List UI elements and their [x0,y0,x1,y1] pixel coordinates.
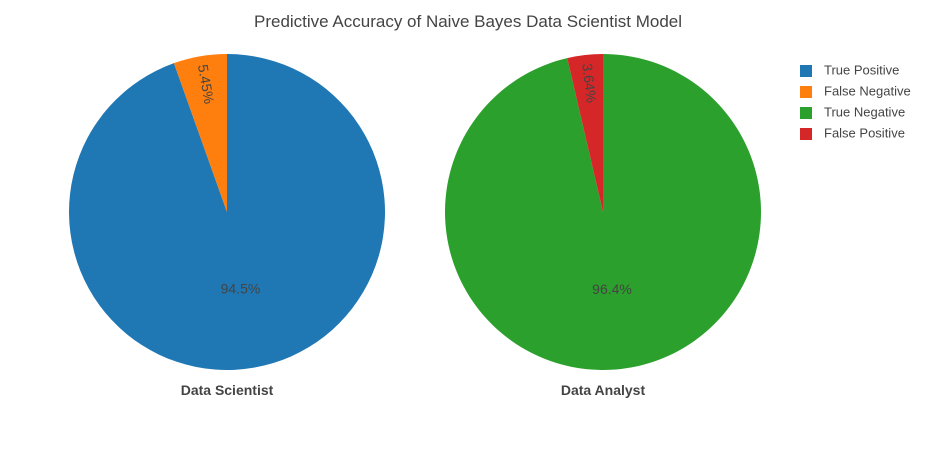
pie-title: Data Analyst [561,382,646,398]
pie-slice-false-positive[interactable] [567,54,603,212]
legend-label[interactable]: False Positive [824,125,905,140]
pie-slice-false-negative[interactable] [173,54,227,212]
legend-swatch[interactable] [800,86,812,98]
pie-data-scientist: 94.5% 5.45% Data Scientist [68,54,385,398]
slice-value-label: 5.45% [195,63,218,105]
slice-value-label: 94.5% [221,281,261,297]
pies-group: 94.5% 5.45% Data Scientist 96.4% 3.64% Data A… [68,54,761,398]
legend-label[interactable]: True Negative [824,104,905,119]
legend-swatch[interactable] [800,107,812,119]
pie-title: Data Scientist [181,382,274,398]
legend-swatch[interactable] [800,128,812,140]
legend-swatch[interactable] [800,65,812,77]
pie-slice-true-negative[interactable] [445,54,761,371]
pie-slice-true-positive[interactable] [68,54,385,370]
legend: True Positive False Negative True Negative… [800,62,911,140]
slice-value-label: 3.64% [579,63,599,104]
pie-data-analyst: 96.4% 3.64% Data Analyst [445,54,761,398]
legend-label[interactable]: False Negative [824,83,911,98]
legend-label[interactable]: True Positive [824,62,899,77]
chart-title: Predictive Accuracy of Naive Bayes Data … [254,12,682,31]
slice-value-label: 96.4% [592,281,632,297]
